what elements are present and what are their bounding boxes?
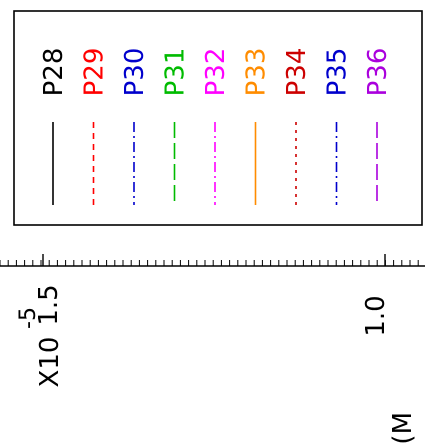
legend-box [13, 10, 423, 226]
x-tick-label-0: 1.5 [34, 284, 64, 325]
x-multiplier-exponent: -5 [16, 307, 41, 329]
legend-label-p31: P31 [161, 48, 191, 97]
x-axis-title: (M [388, 412, 418, 444]
legend-label-p30: P30 [120, 48, 150, 97]
legend-label-p35: P35 [323, 48, 353, 97]
x-axis [0, 254, 425, 267]
legend-label-p28: P28 [39, 48, 69, 97]
x-tick-label-1: 1.0 [361, 295, 391, 336]
legend-label-p36: P36 [363, 48, 393, 97]
x-multiplier-label: X10 [35, 337, 65, 388]
legend-label-p34: P34 [282, 48, 312, 97]
legend-label-p32: P32 [201, 48, 231, 97]
legend-label-p29: P29 [80, 48, 110, 97]
legend-label-p33: P33 [242, 48, 272, 97]
x-axis-ticks [0, 254, 419, 266]
legend: P28 P29 P30 P31 P32 P33 P34 P35 P36 [39, 48, 393, 205]
